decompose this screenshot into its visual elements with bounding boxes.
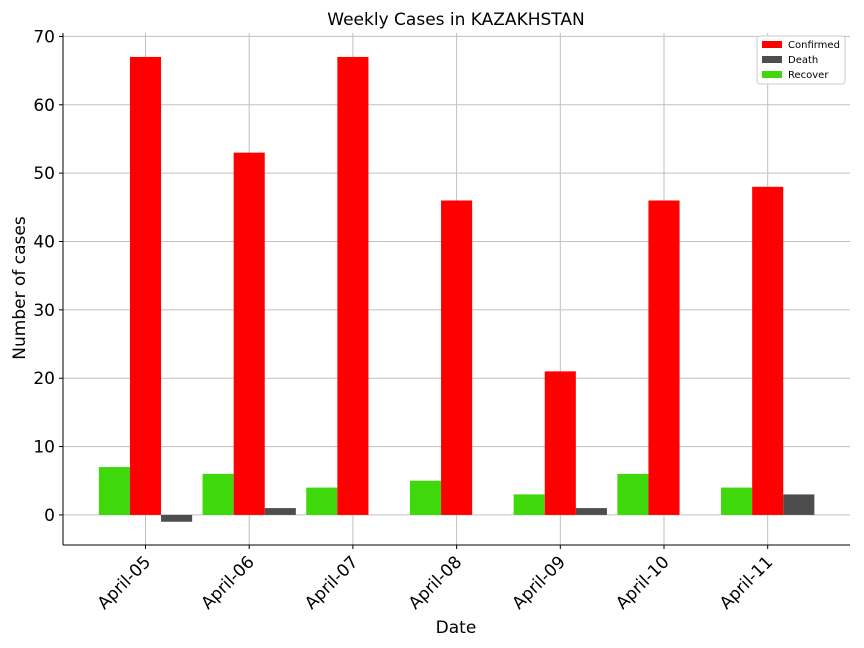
bar-confirmed-april-09 bbox=[544, 371, 576, 515]
x-tick-label: April-09 bbox=[509, 552, 570, 613]
bar-recover-april-11 bbox=[721, 487, 753, 515]
bar-confirmed-april-11 bbox=[752, 186, 784, 515]
bar-death-april-11 bbox=[783, 494, 815, 515]
bar-confirmed-april-10 bbox=[648, 200, 680, 515]
legend-label-confirmed: Confirmed bbox=[788, 40, 840, 51]
legend-label-death: Death bbox=[788, 55, 818, 66]
y-tick-label: 40 bbox=[33, 232, 55, 252]
y-tick-label: 10 bbox=[33, 438, 55, 458]
y-ticks: 0 10 20 30 40 50 60 70 bbox=[33, 27, 63, 526]
bar-confirmed-april-06 bbox=[233, 152, 265, 515]
x-tick-label: April-07 bbox=[301, 552, 362, 613]
x-tick-label: April-08 bbox=[405, 552, 466, 613]
x-tick-label: April-11 bbox=[716, 552, 777, 613]
y-tick-label: 20 bbox=[33, 369, 55, 389]
bar-confirmed-april-08 bbox=[441, 200, 473, 515]
bars bbox=[98, 56, 815, 522]
legend-swatch-recover bbox=[762, 71, 782, 78]
bar-recover-april-09 bbox=[513, 494, 545, 515]
bar-confirmed-april-07 bbox=[337, 56, 369, 515]
bar-recover-april-10 bbox=[617, 473, 649, 515]
legend: Confirmed Death Recover bbox=[756, 35, 846, 85]
bar-recover-april-08 bbox=[409, 480, 442, 515]
bar-recover-april-05 bbox=[98, 467, 130, 515]
x-tick-label: April-10 bbox=[612, 552, 673, 613]
x-tick-label: April-06 bbox=[197, 552, 258, 613]
y-tick-label: 0 bbox=[44, 506, 55, 526]
y-tick-label: 30 bbox=[33, 301, 55, 321]
y-tick-label: 60 bbox=[33, 96, 55, 116]
bar-death-april-09 bbox=[575, 508, 607, 515]
y-axis-title: Number of cases bbox=[10, 216, 30, 360]
x-ticks: April-05 April-06 April-07 April-08 April-09… bbox=[94, 545, 777, 614]
legend-swatch-confirmed bbox=[762, 41, 782, 48]
bar-death-april-05 bbox=[161, 514, 193, 522]
bar-confirmed-april-05 bbox=[129, 56, 162, 515]
legend-label-recover: Recover bbox=[788, 70, 829, 81]
y-tick-label: 50 bbox=[33, 164, 55, 184]
legend-swatch-death bbox=[762, 56, 782, 63]
y-tick-label: 70 bbox=[33, 27, 55, 47]
bar-death-april-06 bbox=[264, 508, 296, 515]
x-axis-title: Date bbox=[436, 618, 477, 638]
bar-recover-april-06 bbox=[202, 473, 234, 515]
x-tick-label: April-05 bbox=[94, 552, 155, 613]
bar-recover-april-07 bbox=[306, 487, 338, 515]
chart-title: Weekly Cases in KAZAKHSTAN bbox=[327, 10, 584, 30]
